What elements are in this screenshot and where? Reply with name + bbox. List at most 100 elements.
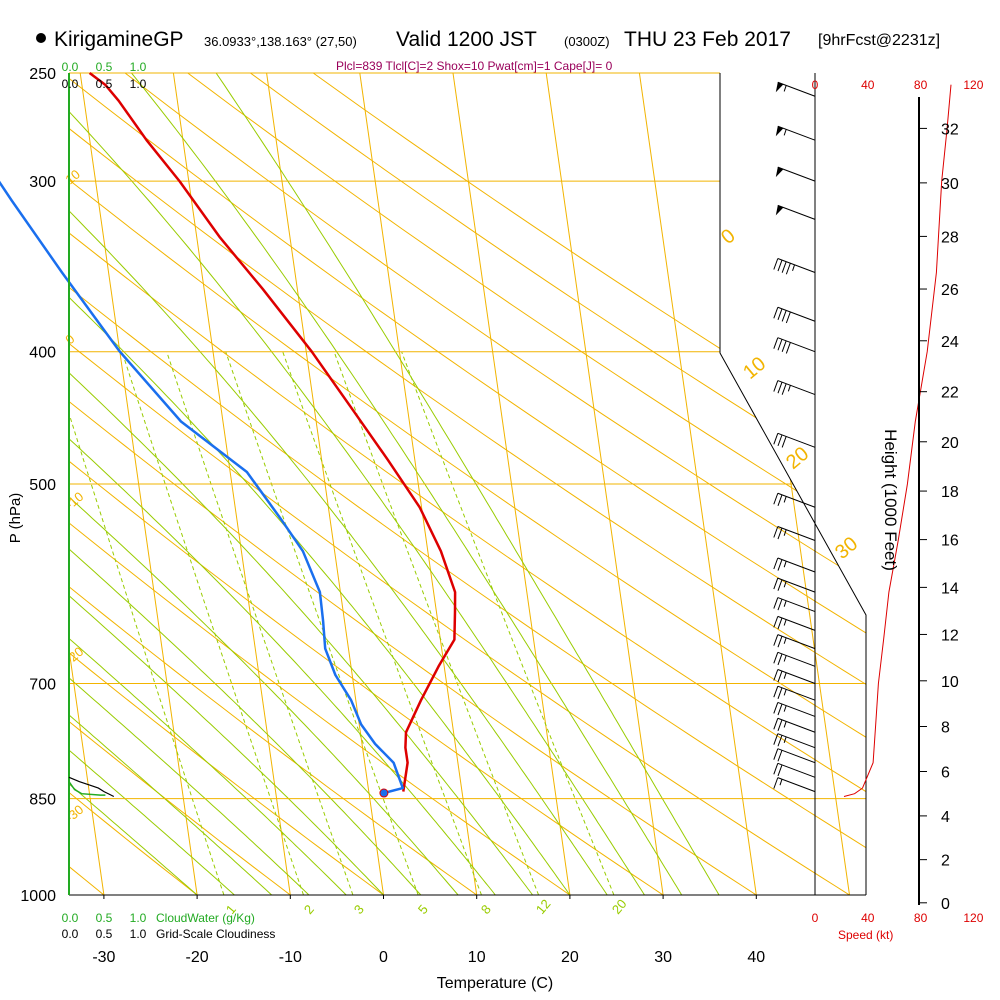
wind-barb — [773, 748, 816, 764]
height-tick-label: 20 — [941, 435, 959, 452]
height-axis-title: Height (1000 Feet) — [881, 429, 900, 571]
cloud-water-scale-tick: 1.0 — [130, 60, 147, 74]
moist-adiabat-line — [215, 73, 720, 895]
dry-adiabat-line — [69, 73, 866, 895]
dry-adiabat-line — [69, 73, 291, 895]
station-coordinates: 36.0933°,138.163° (27,50) — [204, 34, 357, 49]
wind-barb — [773, 258, 816, 275]
height-tick-label: 30 — [941, 176, 959, 193]
wind-speed-tick-bottom: 40 — [861, 911, 875, 925]
dry-adiabat-line — [69, 73, 757, 895]
wind-barb — [773, 432, 816, 448]
dry-adiabat-line — [187, 73, 866, 895]
temperature-tick-label: -10 — [279, 949, 302, 966]
dewpoint-profile-line — [0, 180, 405, 795]
height-tick-label: 12 — [941, 627, 959, 644]
mixing-ratio-label: 20 — [609, 896, 630, 917]
pressure-tick-label: 400 — [29, 345, 56, 362]
cloudiness-scale-tick: 0.0 — [62, 77, 79, 91]
temperature-tick-label: 40 — [747, 949, 765, 966]
height-tick-label: 24 — [941, 334, 959, 351]
dry-adiabat-label: 20 — [782, 443, 813, 474]
temperature-tick-label: 10 — [468, 949, 486, 966]
height-tick-label: 10 — [941, 674, 959, 691]
cloud-water-scale-tick: 0.5 — [96, 911, 113, 925]
cloudiness-scale-tick: 0.5 — [96, 927, 113, 941]
dry-adiabat-line — [69, 73, 850, 895]
wind-barb — [775, 81, 816, 97]
wind-barb — [773, 337, 816, 354]
height-tick-label: 28 — [941, 229, 959, 246]
wind-speed-tick-bottom: 0 — [812, 911, 819, 925]
mixing-ratio-label: 8 — [478, 902, 494, 917]
height-tick-label: 22 — [941, 385, 959, 402]
y-axis-title: P (hPa) — [7, 493, 24, 544]
temperature-tick-label: -20 — [186, 949, 209, 966]
cloudiness-line — [68, 776, 115, 798]
wind-barb — [773, 306, 816, 324]
mixing-ratio-label: 12 — [533, 896, 554, 917]
height-tick-label: 4 — [941, 809, 950, 826]
cloud-water-scale-tick: 1.0 — [130, 911, 147, 925]
pressure-tick-label: 250 — [29, 66, 56, 83]
valid-time: Valid 1200 JST — [396, 28, 537, 51]
moist-adiabat-line — [69, 73, 608, 895]
height-tick-label: 2 — [941, 853, 950, 870]
wind-speed-tick-top: 120 — [963, 78, 983, 92]
temperature-tick-label: 30 — [654, 949, 672, 966]
dry-adiabat-line — [69, 73, 384, 895]
wind-barb — [773, 577, 816, 593]
wind-barb — [773, 651, 816, 667]
height-tick-label: 32 — [941, 121, 959, 138]
cloud-water-scale-tick: 0.0 — [62, 60, 79, 74]
dry-adiabat-line — [312, 73, 866, 895]
cloud-water-scale-tick: 0.0 — [62, 911, 79, 925]
moist-adiabat-line — [69, 73, 347, 895]
valid-time-utc: (0300Z) — [564, 34, 610, 49]
dry-adiabat-line — [69, 73, 571, 895]
dry-adiabat-line — [69, 73, 866, 895]
dry-adiabat-line — [69, 73, 866, 895]
cloudiness-label: Grid-Scale Cloudiness — [156, 927, 275, 941]
dry-adiabat-label: 10 — [739, 353, 770, 384]
mixing-ratio-line — [401, 351, 615, 895]
wind-speed-tick-bottom: 80 — [914, 911, 928, 925]
dry-adiabat-label: 10 — [62, 167, 83, 188]
wind-barb — [773, 762, 816, 778]
mixing-ratio-line — [69, 351, 225, 895]
wind-barb — [773, 557, 816, 573]
height-tick-label: 18 — [941, 484, 959, 501]
cloud-water-line — [68, 781, 106, 796]
mixing-ratio-line — [121, 351, 304, 895]
x-axis-title: Temperature (C) — [437, 975, 553, 992]
cloudiness-scale-tick: 1.0 — [130, 927, 147, 941]
cloud-water-label: CloudWater (g/Kg) — [156, 911, 255, 925]
wind-barb — [773, 669, 816, 684]
pressure-tick-label: 850 — [29, 792, 56, 809]
temperature-tick-label: -30 — [92, 949, 115, 966]
dry-adiabat-label: -10 — [62, 489, 86, 513]
mixing-ratio-line — [333, 351, 540, 895]
height-tick-label: 14 — [941, 580, 959, 597]
wind-barb — [773, 685, 816, 701]
moist-adiabat-line — [69, 73, 235, 895]
dry-adiabat-label: -30 — [62, 802, 86, 826]
right-boundary-line — [719, 73, 867, 895]
wind-barb — [773, 380, 816, 396]
wind-barb — [773, 733, 816, 749]
dry-adiabat-line — [124, 73, 866, 895]
wind-barb — [773, 717, 816, 733]
dry-adiabat-line — [250, 73, 866, 895]
temperature-tick-label: 20 — [561, 949, 579, 966]
dry-adiabat-line — [69, 73, 198, 895]
moist-adiabat-line — [69, 73, 384, 895]
wind-barb — [775, 166, 816, 182]
dry-adiabat-line — [69, 73, 477, 895]
moist-adiabat-line — [131, 73, 683, 895]
background-grid — [69, 73, 866, 895]
wind-barb — [775, 204, 816, 220]
temperature-profile-line — [88, 72, 457, 792]
stability-parameters: Plcl=839 Tlcl[C]=2 Shox=10 Pwat[cm]=1 Ca… — [336, 59, 613, 73]
temperature-tick-label: 0 — [379, 949, 388, 966]
station-marker-dot — [36, 33, 46, 43]
